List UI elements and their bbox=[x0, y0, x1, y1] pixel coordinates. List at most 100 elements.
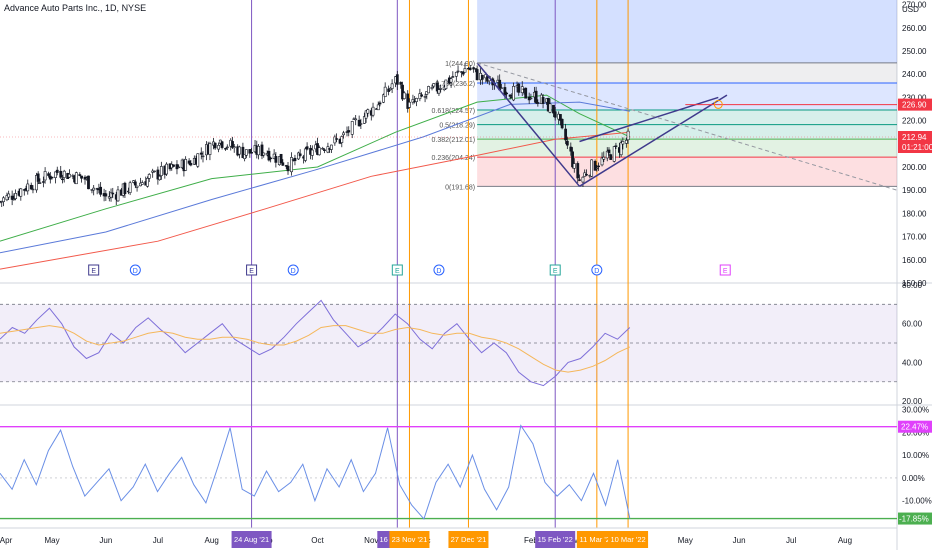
candle-down bbox=[335, 138, 338, 140]
candle-up bbox=[153, 170, 156, 173]
price-axis[interactable]: 270.00260.00250.00240.00230.00220.00210.… bbox=[898, 1, 932, 525]
dividend-marker bbox=[591, 264, 603, 276]
candle-down bbox=[50, 176, 54, 179]
candle-up bbox=[350, 121, 354, 135]
candle-down bbox=[565, 140, 569, 146]
candle-down bbox=[274, 156, 278, 163]
fib-zone bbox=[477, 139, 897, 158]
moving-average-line bbox=[0, 94, 631, 242]
roc-pane bbox=[0, 424, 897, 520]
price-tick-label: 200.00 bbox=[902, 163, 927, 172]
candle-down bbox=[578, 179, 581, 181]
candle-up bbox=[382, 94, 385, 103]
trend-line bbox=[579, 94, 728, 187]
candle-down bbox=[378, 102, 382, 105]
candle-down bbox=[569, 146, 573, 152]
time-axis[interactable]: AprMayJunJulAugSepOctNovDecFebMarAprMayJ… bbox=[0, 527, 897, 548]
month-label: Aug bbox=[205, 536, 219, 545]
candle-up bbox=[31, 188, 35, 191]
event-date-badge bbox=[608, 531, 649, 548]
month-label: Feb bbox=[524, 536, 538, 545]
candle-up bbox=[92, 187, 96, 191]
candle-down bbox=[564, 128, 568, 141]
event-marker-label: D bbox=[291, 268, 296, 275]
fib-level-label: 0.236(204.24) bbox=[432, 155, 476, 162]
roc-lower-label: -17.85% bbox=[899, 515, 929, 524]
price-tick-label: 260.00 bbox=[902, 24, 927, 33]
candle-down bbox=[111, 192, 115, 195]
candle-down bbox=[156, 169, 160, 180]
candle-up bbox=[244, 149, 248, 156]
candle-down bbox=[614, 145, 618, 147]
candle-down bbox=[571, 151, 574, 168]
candle-down bbox=[224, 148, 227, 150]
price-tick-label: 170.00 bbox=[902, 233, 927, 242]
rsi-ma-line bbox=[0, 325, 631, 373]
rsi-band bbox=[0, 304, 897, 382]
candle-up bbox=[62, 170, 66, 178]
event-date-label: 11 Mar '22 bbox=[580, 535, 615, 544]
fib-zone bbox=[477, 124, 897, 140]
candle-up bbox=[626, 130, 630, 141]
candle-down bbox=[524, 87, 528, 99]
candle-up bbox=[366, 109, 370, 114]
candle-down bbox=[536, 102, 540, 104]
month-label: Apr bbox=[0, 536, 13, 545]
month-label: Jul bbox=[786, 536, 796, 545]
price-tick-label: 160.00 bbox=[902, 256, 927, 265]
event-date-badge bbox=[231, 531, 272, 548]
candle-up bbox=[590, 159, 594, 177]
candle-down bbox=[435, 82, 439, 92]
candle-down bbox=[559, 114, 562, 121]
candle-down bbox=[534, 90, 538, 104]
candle-down bbox=[480, 74, 484, 80]
candle-up bbox=[500, 87, 503, 89]
month-label: Aug bbox=[838, 536, 852, 545]
target-price-badge bbox=[898, 98, 932, 111]
candle-up bbox=[303, 148, 307, 161]
chart-title: Advance Auto Parts Inc., 1D, NYSE bbox=[4, 3, 147, 13]
candle-down bbox=[175, 164, 179, 170]
price-tick-label: 230.00 bbox=[902, 93, 927, 102]
fibonacci-retracement[interactable]: 1(244.90) 0.786(236.2) 0.618(224.57) 0.5(21… bbox=[432, 0, 897, 191]
candle-up bbox=[147, 174, 151, 179]
candle-down bbox=[189, 162, 193, 166]
event-marker-label: E bbox=[553, 268, 558, 275]
candle-down bbox=[220, 141, 224, 148]
roc-tick-label: -10.00% bbox=[902, 497, 932, 506]
candle-down bbox=[323, 149, 326, 151]
candle-down bbox=[78, 174, 82, 176]
candle-down bbox=[406, 93, 410, 109]
candle-down bbox=[269, 157, 273, 160]
event-date-label: 15 Feb '22 bbox=[538, 535, 573, 544]
candle-up bbox=[196, 153, 200, 167]
moving-average-line bbox=[0, 101, 630, 254]
earnings-marker bbox=[88, 264, 100, 276]
candle-up bbox=[19, 188, 23, 197]
candle-up bbox=[444, 79, 448, 89]
candle-up bbox=[128, 182, 132, 193]
candle-up bbox=[140, 182, 144, 185]
candle-down bbox=[260, 144, 264, 157]
price-tick-label: 150.00 bbox=[902, 279, 927, 288]
rsi-tick-label: 40.00 bbox=[902, 358, 923, 367]
price-tick-label: 180.00 bbox=[902, 209, 927, 218]
candle-up bbox=[109, 192, 113, 198]
trend-drawings[interactable] bbox=[0, 62, 898, 191]
roc-tick-label: 10.00% bbox=[902, 451, 929, 460]
event-marker-label: D bbox=[594, 268, 599, 275]
candle-up bbox=[595, 167, 599, 170]
candle-up bbox=[340, 136, 344, 143]
earnings-marker bbox=[246, 264, 258, 276]
candle-up bbox=[329, 144, 333, 150]
event-date-badge bbox=[535, 531, 576, 548]
candle-up bbox=[158, 175, 162, 181]
candle-up bbox=[548, 103, 552, 113]
candle-up bbox=[456, 70, 460, 73]
candle-up bbox=[116, 189, 120, 202]
candle-up bbox=[12, 198, 16, 201]
price-tick-label: 250.00 bbox=[902, 47, 927, 56]
